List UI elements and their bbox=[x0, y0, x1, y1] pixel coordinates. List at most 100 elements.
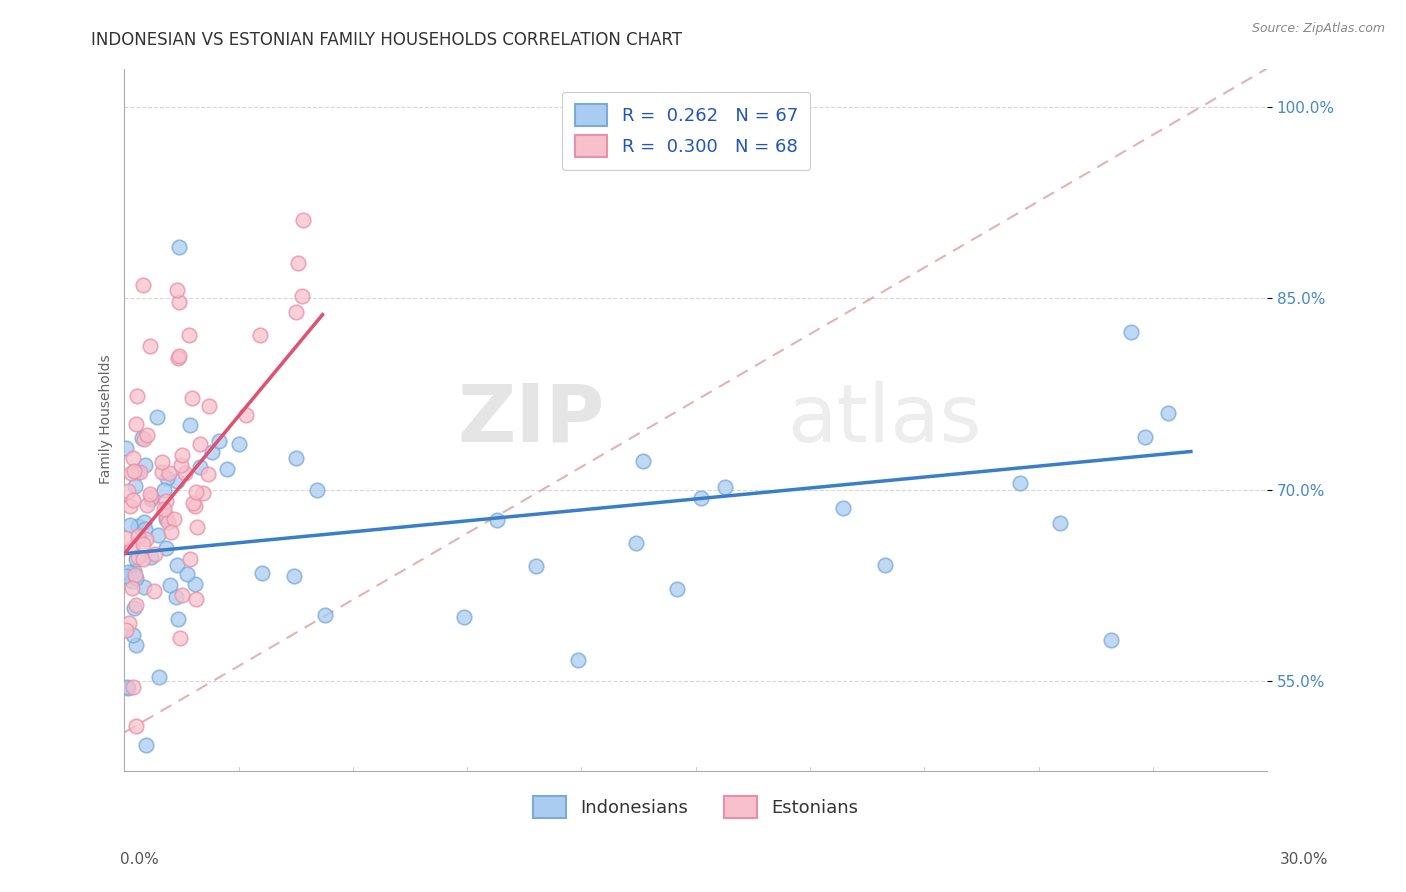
Point bbox=[132, 537, 155, 551]
Point bbox=[167, 349, 190, 363]
Point bbox=[174, 466, 197, 480]
Point bbox=[314, 607, 336, 622]
Point bbox=[167, 240, 190, 254]
Point bbox=[121, 574, 143, 588]
Point bbox=[120, 499, 142, 513]
Point bbox=[134, 522, 156, 536]
Point bbox=[152, 455, 174, 469]
Point bbox=[134, 458, 156, 472]
Point bbox=[167, 351, 190, 366]
Point bbox=[139, 549, 162, 564]
Point bbox=[873, 558, 896, 573]
Point bbox=[624, 536, 647, 550]
Point bbox=[159, 577, 181, 591]
Point bbox=[127, 528, 149, 542]
Point bbox=[169, 631, 191, 645]
Point bbox=[631, 454, 654, 468]
Point bbox=[121, 541, 143, 555]
Point bbox=[198, 399, 221, 413]
Point bbox=[125, 598, 148, 612]
Point bbox=[170, 448, 193, 462]
Point bbox=[117, 681, 139, 695]
Point bbox=[125, 552, 148, 566]
Point bbox=[131, 277, 153, 292]
Point bbox=[115, 680, 138, 694]
Point bbox=[134, 515, 156, 529]
Point bbox=[152, 483, 174, 497]
Point bbox=[184, 484, 207, 499]
Point bbox=[115, 569, 138, 583]
Point bbox=[125, 571, 148, 585]
Point bbox=[122, 628, 145, 642]
Point bbox=[131, 431, 153, 445]
Text: INDONESIAN VS ESTONIAN FAMILY HOUSEHOLDS CORRELATION CHART: INDONESIAN VS ESTONIAN FAMILY HOUSEHOLDS… bbox=[91, 31, 682, 49]
Point bbox=[176, 566, 198, 581]
Point bbox=[165, 590, 187, 604]
Point bbox=[155, 493, 177, 508]
Point bbox=[453, 610, 475, 624]
Point bbox=[215, 462, 238, 476]
Point bbox=[291, 212, 314, 227]
Point bbox=[121, 492, 143, 507]
Point bbox=[166, 558, 188, 572]
Point bbox=[125, 417, 148, 432]
Point bbox=[115, 624, 138, 638]
Point bbox=[291, 289, 314, 303]
Point bbox=[115, 441, 138, 455]
Point bbox=[287, 256, 309, 270]
Point bbox=[1099, 632, 1122, 647]
Point bbox=[184, 592, 207, 607]
Point bbox=[122, 680, 145, 694]
Point bbox=[139, 339, 162, 353]
Point bbox=[167, 612, 190, 626]
Point bbox=[186, 520, 208, 534]
Point bbox=[122, 564, 145, 578]
Point bbox=[157, 466, 180, 480]
Point bbox=[188, 459, 211, 474]
Point bbox=[183, 495, 205, 509]
Point bbox=[143, 584, 166, 599]
Point bbox=[135, 533, 157, 547]
Point bbox=[127, 550, 149, 565]
Text: atlas: atlas bbox=[787, 381, 981, 458]
Point bbox=[129, 465, 152, 479]
Point bbox=[141, 491, 163, 506]
Point bbox=[125, 718, 148, 732]
Point bbox=[485, 513, 508, 527]
Point bbox=[162, 512, 184, 526]
Point bbox=[153, 501, 176, 516]
Point bbox=[124, 479, 146, 493]
Point bbox=[124, 568, 146, 582]
Point bbox=[191, 486, 214, 500]
Point bbox=[156, 516, 179, 530]
Point bbox=[526, 558, 548, 573]
Point bbox=[179, 417, 201, 432]
Point bbox=[115, 531, 138, 545]
Point bbox=[146, 528, 169, 542]
Point bbox=[235, 409, 257, 423]
Point bbox=[117, 484, 139, 499]
Point bbox=[132, 432, 155, 446]
Point bbox=[155, 512, 177, 526]
Point bbox=[170, 589, 193, 603]
Legend: Indonesians, Estonians: Indonesians, Estonians bbox=[526, 789, 866, 825]
Point bbox=[135, 738, 157, 752]
Point bbox=[146, 409, 169, 424]
Point bbox=[121, 581, 143, 595]
Y-axis label: Family Households: Family Households bbox=[100, 355, 114, 484]
Point bbox=[284, 305, 307, 319]
Point bbox=[197, 467, 219, 481]
Text: ZIP: ZIP bbox=[457, 381, 605, 458]
Point bbox=[1049, 516, 1071, 530]
Point bbox=[136, 428, 159, 442]
Point bbox=[665, 582, 688, 597]
Point bbox=[170, 458, 193, 473]
Point bbox=[159, 525, 181, 540]
Point bbox=[125, 638, 148, 652]
Point bbox=[148, 670, 170, 684]
Point bbox=[150, 465, 173, 479]
Point bbox=[285, 450, 308, 465]
Text: 0.0%: 0.0% bbox=[120, 852, 159, 867]
Point bbox=[143, 547, 166, 561]
Point bbox=[156, 471, 179, 485]
